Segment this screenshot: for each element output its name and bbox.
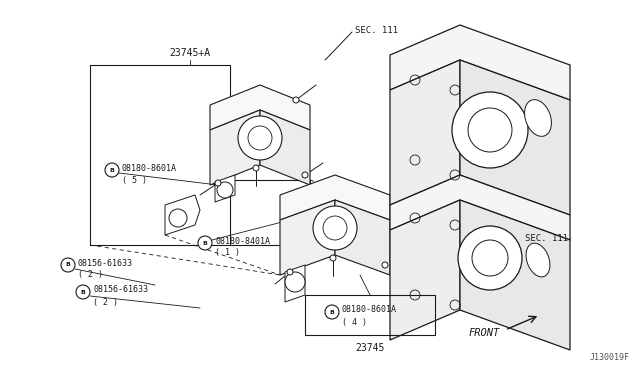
- Text: B: B: [109, 167, 115, 173]
- Text: SEC. 111: SEC. 111: [525, 234, 568, 243]
- Bar: [305, 295, 435, 335]
- Circle shape: [285, 272, 305, 292]
- Text: ( 2 ): ( 2 ): [93, 298, 118, 307]
- Polygon shape: [390, 175, 570, 240]
- Polygon shape: [460, 60, 570, 215]
- Circle shape: [105, 163, 119, 177]
- Polygon shape: [215, 175, 235, 202]
- Text: B: B: [203, 241, 207, 246]
- Circle shape: [253, 165, 259, 171]
- Polygon shape: [260, 110, 310, 185]
- Text: 08180-8601A: 08180-8601A: [342, 305, 397, 314]
- Polygon shape: [285, 265, 305, 302]
- Polygon shape: [210, 85, 310, 130]
- Circle shape: [287, 269, 293, 275]
- Text: 08156-61633: 08156-61633: [93, 285, 148, 295]
- Polygon shape: [390, 60, 460, 205]
- Text: ( 4 ): ( 4 ): [342, 317, 367, 327]
- Text: 08180-8401A: 08180-8401A: [215, 237, 270, 246]
- Polygon shape: [280, 200, 335, 275]
- Circle shape: [76, 285, 90, 299]
- Circle shape: [238, 116, 282, 160]
- Ellipse shape: [526, 243, 550, 277]
- Text: B: B: [65, 263, 70, 267]
- Circle shape: [215, 180, 221, 186]
- Circle shape: [458, 226, 522, 290]
- Text: FRONT: FRONT: [468, 328, 500, 338]
- Text: 08156-61633: 08156-61633: [78, 259, 133, 267]
- Circle shape: [325, 305, 339, 319]
- Text: 23745: 23745: [355, 343, 385, 353]
- Circle shape: [452, 92, 528, 168]
- Text: ( 2 ): ( 2 ): [78, 270, 103, 279]
- Circle shape: [330, 255, 336, 261]
- Polygon shape: [390, 25, 570, 100]
- Text: J130019F: J130019F: [590, 353, 630, 362]
- Text: ( 5 ): ( 5 ): [122, 176, 147, 185]
- Polygon shape: [210, 110, 260, 185]
- Circle shape: [169, 209, 187, 227]
- Text: ( 1 ): ( 1 ): [215, 248, 240, 257]
- Text: SEC. 111: SEC. 111: [355, 26, 398, 35]
- Text: 08180-8601A: 08180-8601A: [122, 164, 177, 173]
- Text: B: B: [330, 310, 335, 314]
- Circle shape: [217, 182, 233, 198]
- Polygon shape: [165, 195, 200, 235]
- Polygon shape: [335, 200, 390, 275]
- Polygon shape: [460, 200, 570, 350]
- Circle shape: [61, 258, 75, 272]
- Circle shape: [382, 262, 388, 268]
- Ellipse shape: [525, 100, 552, 137]
- Circle shape: [313, 206, 357, 250]
- Circle shape: [302, 172, 308, 178]
- Polygon shape: [390, 200, 460, 340]
- Circle shape: [293, 97, 299, 103]
- Text: B: B: [81, 289, 85, 295]
- Circle shape: [198, 236, 212, 250]
- Text: 23745+A: 23745+A: [170, 48, 211, 58]
- Polygon shape: [280, 175, 390, 220]
